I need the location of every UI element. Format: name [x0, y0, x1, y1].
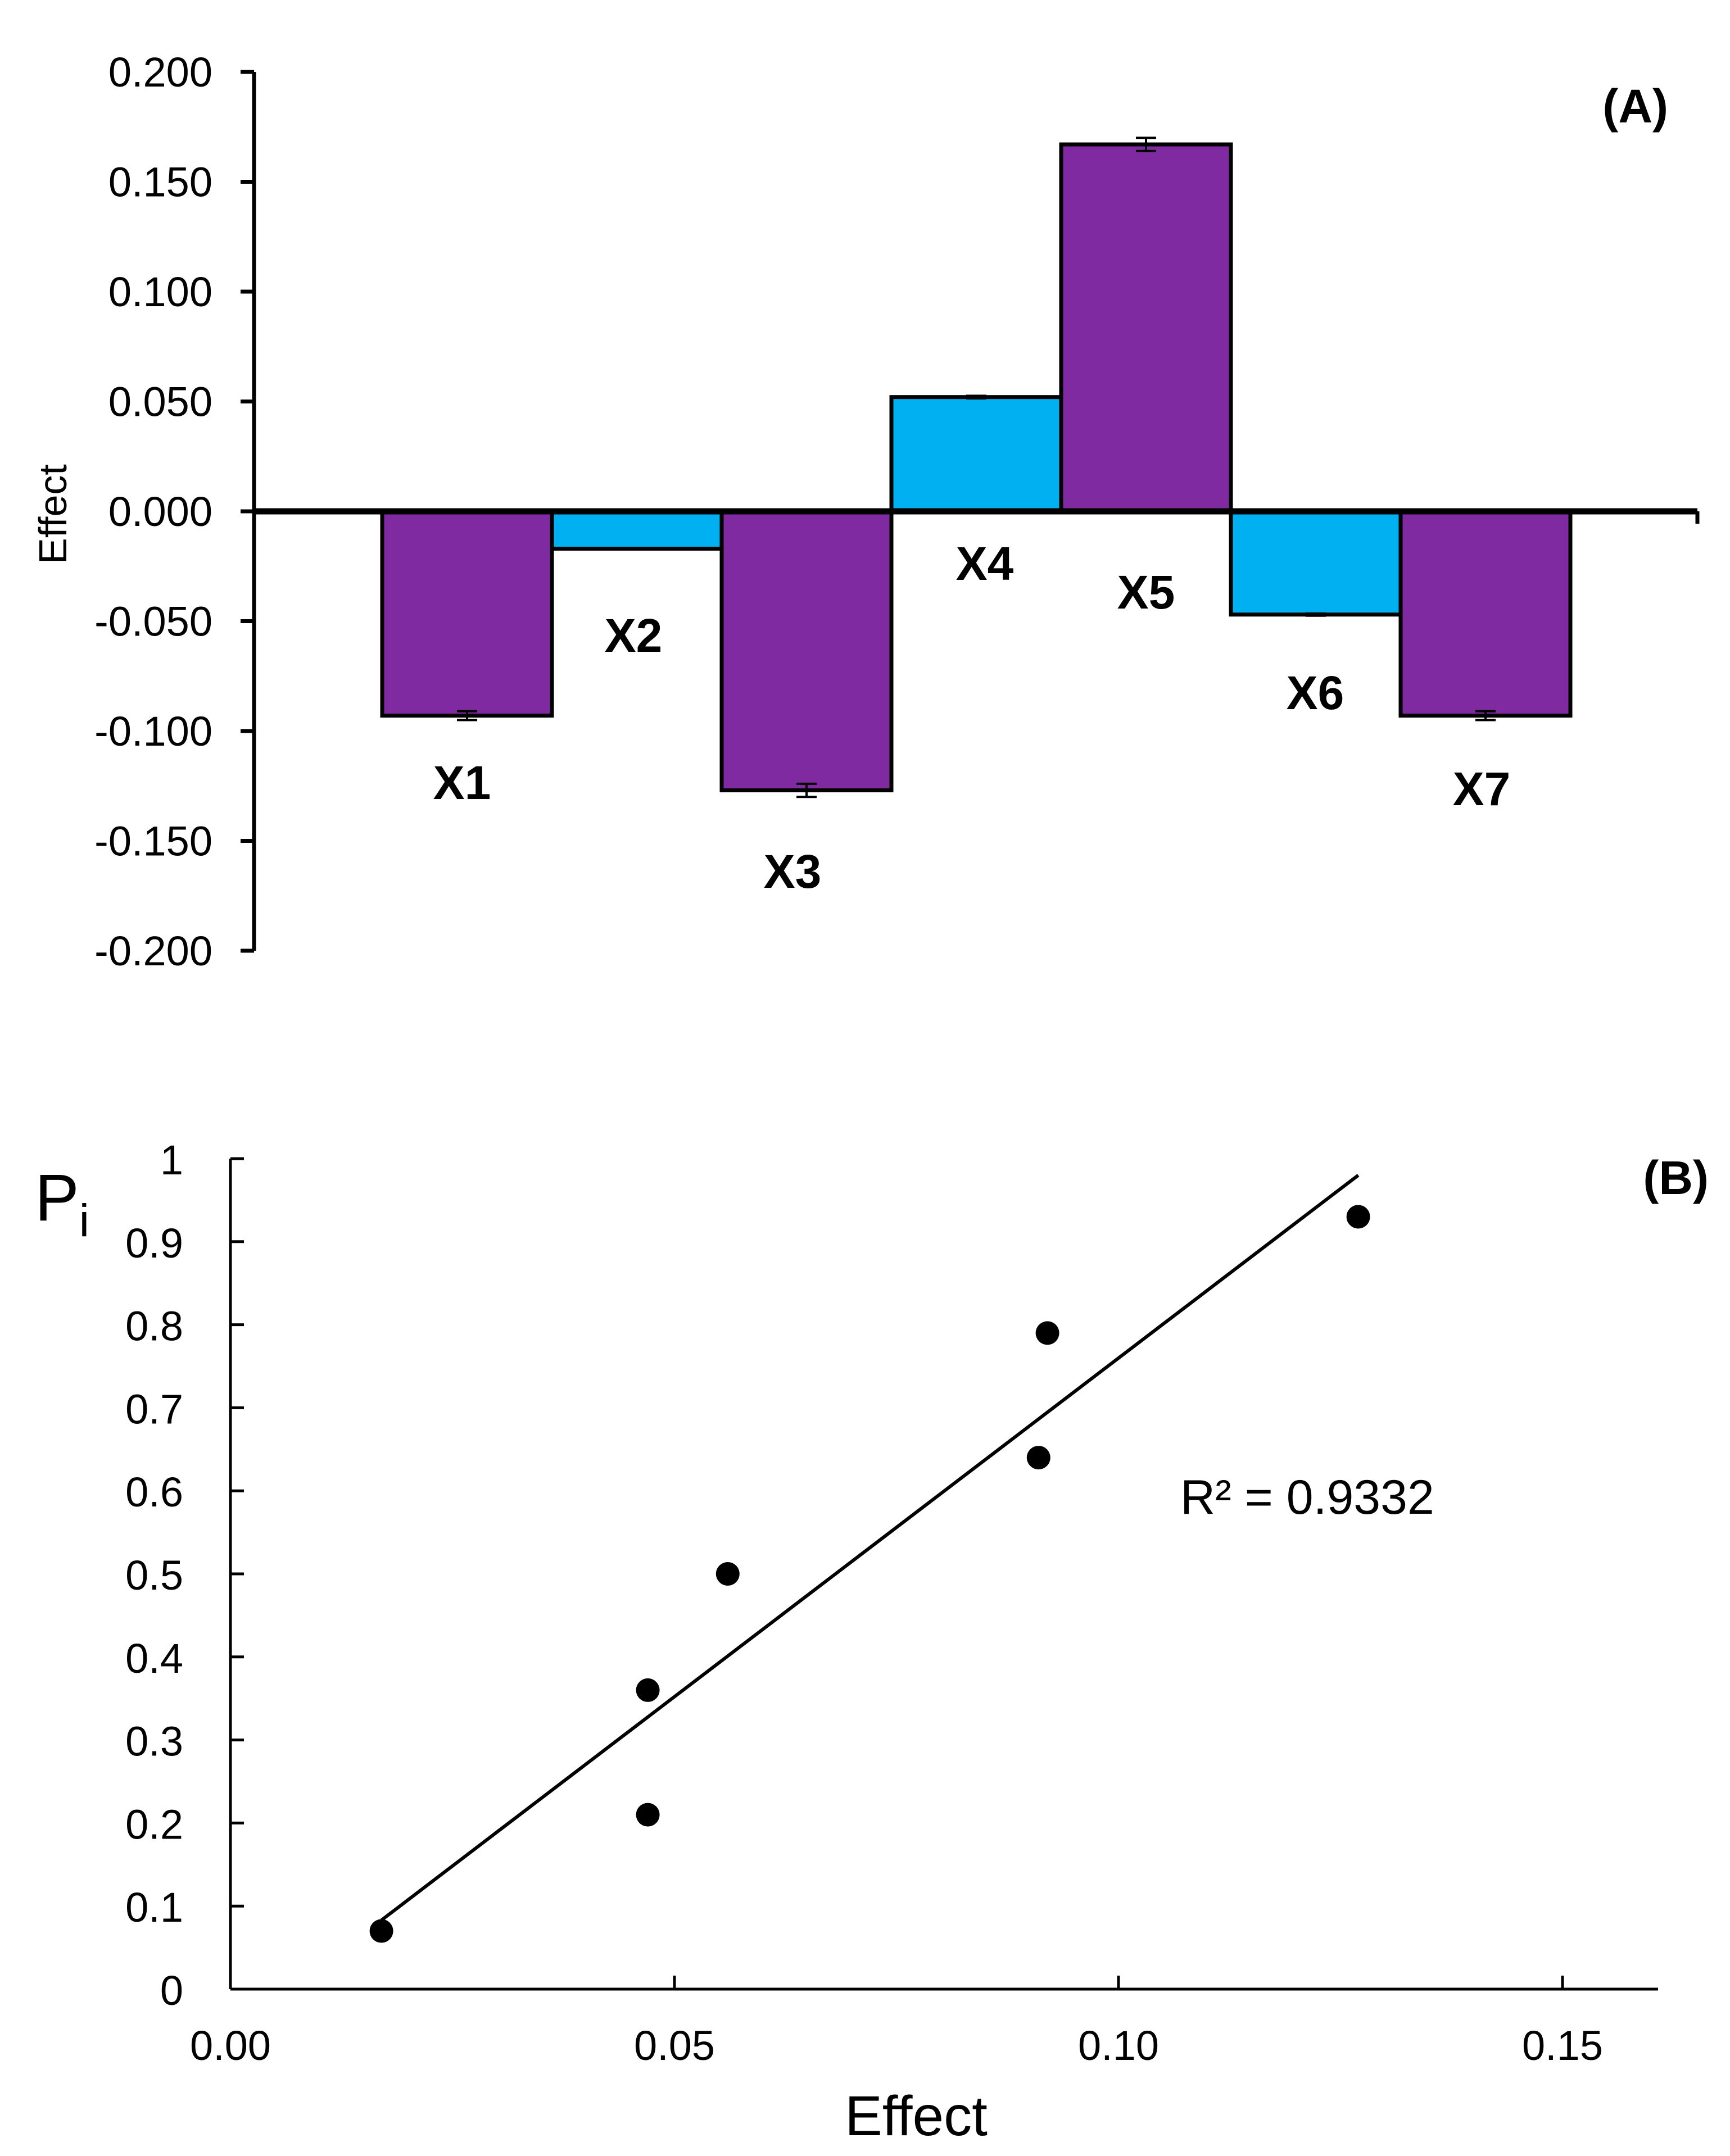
scatter-point	[636, 1803, 660, 1827]
bar-label-x6: X6	[1287, 666, 1344, 719]
bar-x1	[380, 509, 554, 718]
panel-b-y-tick-label: 0.2	[125, 1801, 183, 1848]
panel-b-y-tick-label: 0.9	[125, 1220, 183, 1267]
bar-label-x2: X2	[605, 609, 663, 662]
panel-b-y-tick-label: 0.7	[125, 1386, 183, 1432]
scatter-point	[1035, 1321, 1059, 1345]
panel-b-y-tick-label: 0.6	[125, 1469, 183, 1515]
panel-b-y-tick-label: 1	[160, 1137, 183, 1183]
bar-label-x7: X7	[1453, 762, 1511, 815]
panel-a-y-tick-label: -0.150	[94, 818, 212, 865]
panel-a-axes	[252, 72, 1700, 951]
bar-label-x1: X1	[433, 756, 491, 809]
scatter-point	[1346, 1205, 1370, 1229]
panel-b-y-tick-label: 0.8	[125, 1303, 183, 1350]
panel-a-label: (A)	[1602, 80, 1668, 133]
panel-a-y-tick-label: 0.150	[108, 159, 212, 206]
scatter-point	[715, 1562, 740, 1586]
panel-a-y-tick-label: -0.200	[94, 928, 212, 974]
panel-a-bar-chart: Effect (A) 0.200 0.150 0.100 0.050 0.000 -0.0…	[31, 49, 1700, 974]
bar-x7	[1398, 509, 1573, 718]
scatter-point	[369, 1919, 393, 1943]
panel-a-y-ticks: 0.200 0.150 0.100 0.050 0.000 -0.050 -0.100 -0.…	[94, 49, 254, 974]
panel-b-label: (B)	[1643, 1151, 1709, 1204]
panel-b-y-tick-label: 0.1	[125, 1884, 183, 1931]
trendline	[380, 1174, 1360, 1922]
panel-b-y-tick-label: 0.5	[125, 1552, 183, 1599]
panel-a-y-tick-label: 0.050	[108, 379, 212, 425]
panel-b-scatter-chart: Pi (B) Effect R² = 0.9332 00.10.20.30.40…	[35, 1137, 1709, 2148]
panel-a-error-bars	[457, 137, 1496, 798]
bar-label-x3: X3	[764, 845, 822, 898]
panel-a-y-tick-label: 0.100	[108, 269, 212, 315]
panel-a-y-tick-label: 0.200	[108, 49, 212, 96]
panel-b-x-tick-label: 0.05	[634, 2022, 715, 2069]
panel-b-x-tick-label: 0.15	[1522, 2022, 1603, 2069]
panel-b-y-tick-label: 0	[160, 1967, 183, 2014]
y-axis-title-main: P	[35, 1161, 79, 1235]
y-axis-title-subscript: i	[79, 1195, 89, 1246]
bar-x6	[1229, 509, 1403, 617]
panel-b-x-tick-label: 0.00	[190, 2022, 271, 2069]
panel-a-category-labels: X1 X2 X3 X4 X5 X6 X7	[433, 537, 1511, 898]
panel-b-ticks: 0 0.1 0.2 0.3 0.4 0.5 0.6 0.7 0.8 0.9 1 0.00 0.05 0.1…	[125, 1137, 1603, 2069]
scatter-point	[1026, 1446, 1050, 1470]
panel-b-axes	[229, 1159, 1658, 1991]
panel-b-y-tick-label: 0.3	[125, 1718, 183, 1765]
bar-label-x4: X4	[956, 537, 1014, 590]
panel-a-y-tick-label: -0.100	[94, 708, 212, 755]
panel-b-points	[369, 1205, 1370, 1943]
bar-x3	[719, 509, 894, 793]
panel-b-trendline-group	[380, 1174, 1360, 1922]
panel-b-x-tick-label: 0.10	[1078, 2022, 1159, 2069]
panel-a-y-tick-label: 0.000	[108, 488, 212, 535]
panel-b-x-axis-title: Effect	[845, 2085, 988, 2148]
panel-a-bars	[380, 142, 1573, 793]
panel-b-y-axis-title: Pi	[35, 1161, 89, 1246]
bar-x4	[889, 395, 1063, 514]
panel-b-y-tick-label: 0.4	[125, 1635, 183, 1682]
bar-x2	[550, 509, 724, 551]
scatter-point	[636, 1678, 660, 1702]
bar-x5	[1059, 142, 1233, 514]
panel-a-y-axis-title: Effect	[31, 464, 75, 564]
panel-a-y-tick-label: -0.050	[94, 598, 212, 645]
bar-label-x5: X5	[1117, 566, 1175, 619]
r-squared-annotation: R² = 0.9332	[1180, 1470, 1434, 1524]
